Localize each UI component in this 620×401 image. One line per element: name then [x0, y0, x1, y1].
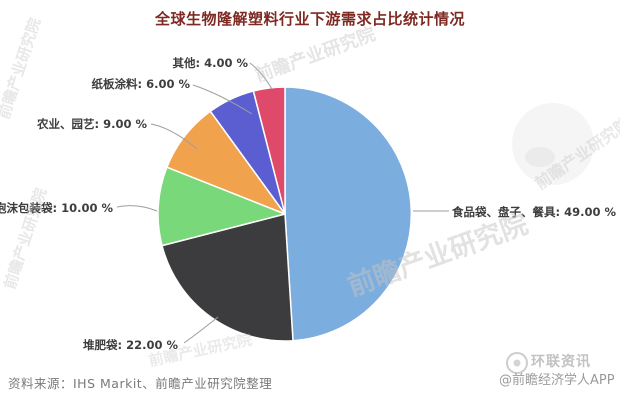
source-note: 资料来源：IHS Markit、前瞻产业研究院整理: [8, 376, 273, 391]
pie-slice-2: [161, 213, 294, 342]
slice-label: 纸板涂料: 6.00 %: [91, 77, 190, 91]
watermark-logo-swoosh: [525, 147, 555, 167]
watermark-text: 前瞻产业研究院: [252, 23, 378, 87]
brand-logo-icon: [506, 352, 528, 374]
pie-slices: [157, 86, 412, 342]
leader-line: [116, 205, 158, 212]
pie-slice-6: [252, 86, 286, 215]
leader-line: [183, 316, 219, 344]
slice-label: 其他: 4.00 %: [172, 56, 248, 70]
leader-line: [150, 123, 198, 150]
brand-watermark: 环联资讯: [531, 354, 591, 370]
chart-title: 全球生物隆解塑料行业下游需求占比统计情况: [154, 10, 465, 28]
watermark-text: 前瞻产业研究院: [147, 330, 253, 369]
slice-label: 泡沫包装袋: 10.00 %: [0, 201, 113, 215]
slice-labels: 食品袋、盘子、餐具: 49.00 % 堆肥袋: 22.00 % 泡沫包装袋: 10.…: [0, 56, 616, 352]
slice-label: 农业、园艺: 9.00 %: [36, 117, 147, 131]
pie-slice-1: [284, 86, 412, 342]
leader-lines: [116, 62, 449, 344]
pie-slice-3: [157, 166, 286, 247]
leader-line: [249, 62, 273, 90]
credit-watermark: @前瞻经济学人APP: [499, 373, 615, 388]
watermark-text: 前瞻产业研究院: [0, 16, 44, 121]
brand-logo-icon: [513, 359, 521, 367]
slice-label: 堆肥袋: 22.00 %: [83, 338, 178, 352]
leader-line: [192, 84, 253, 115]
slice-label: 食品袋、盘子、餐具: 49.00 %: [452, 205, 616, 219]
